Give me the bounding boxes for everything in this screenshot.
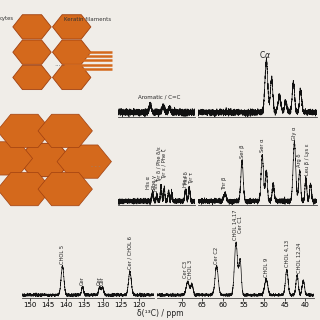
Text: Cer C3
CHOL 3: Cer C3 CHOL 3 [182,260,193,279]
Text: His α
Phe γ: His α Phe γ [146,175,157,189]
Text: His γ: His γ [154,178,159,191]
Text: Keratin filaments: Keratin filaments [64,17,112,22]
Text: CHOL 4,13: CHOL 4,13 [284,240,289,267]
Text: Cer: Cer [80,276,85,284]
Text: cytes: cytes [0,16,14,21]
Text: Ser β: Ser β [240,145,244,158]
Text: Leu β / Lys ε: Leu β / Lys ε [305,144,310,175]
Text: His ε: His ε [183,174,188,187]
Text: His δ
Tyr τ: His δ Tyr τ [184,172,194,184]
Text: CHOL 14,17
Cer C1: CHOL 14,17 Cer C1 [233,209,243,240]
Text: Ser α: Ser α [260,139,265,152]
Text: ...: ... [54,61,61,67]
Text: C$\alpha$: C$\alpha$ [259,49,271,60]
Text: CHOL 5: CHOL 5 [60,245,65,264]
Text: Aromatic / C=C: Aromatic / C=C [138,95,180,100]
Text: Cer C2: Cer C2 [214,247,219,264]
Text: Cer: Cer [97,276,102,284]
Text: CHOL 12,24: CHOL 12,24 [297,242,302,273]
Text: Gly α: Gly α [292,126,297,140]
Text: CHOL 9: CHOL 9 [264,258,269,277]
Text: Thr β: Thr β [222,177,228,190]
Text: Arg δ: Arg δ [297,154,302,167]
Text: δ(¹³C) / ppm: δ(¹³C) / ppm [137,309,183,318]
Text: - - -: - - - [91,164,101,169]
Text: Cer / CHOL 6: Cer / CHOL 6 [127,236,132,269]
Text: Tyr δ / Phe δ/ε
Tyr ε / Phe ζ: Tyr δ / Phe δ/ε Tyr ε / Phe ζ [157,146,167,182]
Text: Cer: Cer [100,276,105,284]
